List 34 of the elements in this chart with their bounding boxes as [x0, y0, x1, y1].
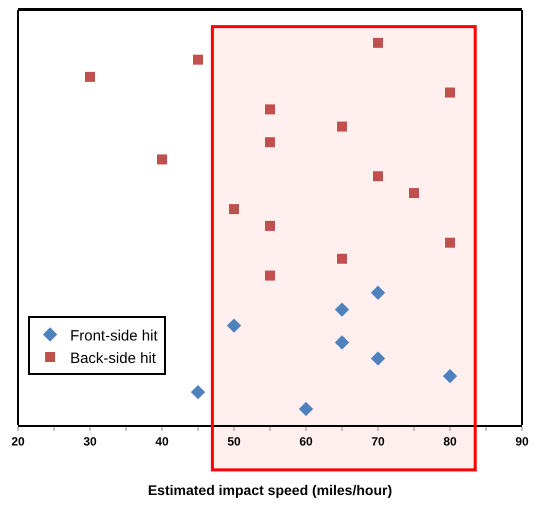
point: [265, 104, 275, 114]
point: [226, 318, 242, 333]
x-tick-label: 30: [83, 434, 97, 448]
point: [442, 368, 458, 384]
point: [298, 402, 314, 416]
x-tick-label: 80: [443, 434, 457, 448]
x-tick-label: 60: [299, 434, 313, 448]
x-tick-label: 90: [515, 434, 529, 448]
legend-label: Front-side hit: [70, 327, 158, 344]
point: [370, 351, 386, 366]
point: [337, 122, 347, 132]
point: [373, 171, 383, 182]
point: [157, 154, 167, 164]
point: [265, 220, 275, 231]
point: [445, 238, 455, 248]
point: [265, 270, 275, 281]
point: [334, 335, 350, 350]
point: [445, 88, 455, 98]
legend-label: Back-side hit: [70, 350, 157, 367]
x-tick-label: 20: [11, 434, 25, 448]
x-axis-title: Estimated impact speed (miles/hour): [148, 482, 392, 498]
point: [85, 72, 95, 82]
point: [370, 286, 386, 300]
point: [337, 254, 347, 264]
point: [193, 54, 203, 65]
point: [373, 38, 383, 48]
point: [190, 384, 206, 400]
point: [409, 188, 419, 198]
x-tick-label: 40: [155, 434, 169, 448]
point: [229, 204, 239, 214]
x-tick-label: 50: [227, 434, 241, 448]
point: [265, 137, 275, 148]
point: [334, 302, 350, 317]
x-tick-label: 70: [371, 434, 385, 448]
